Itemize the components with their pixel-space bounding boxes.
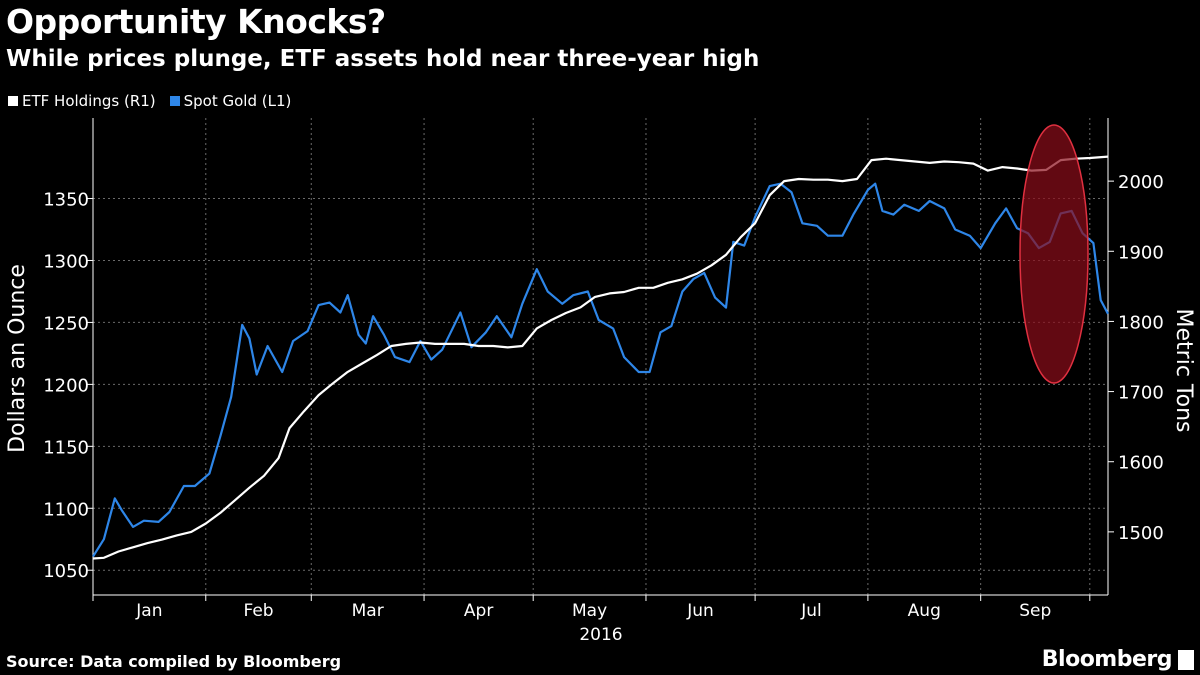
x-tick-label: Jul [800, 601, 822, 621]
left-axis-title: Dollars an Ounce [5, 264, 30, 453]
series-line-spot-gold [92, 182, 1109, 558]
right-tick-label: 1800 [1118, 312, 1164, 333]
chart-subtitle: While prices plunge, ETF assets hold nea… [6, 46, 760, 72]
x-tick-label: Apr [464, 601, 493, 621]
legend: ETF Holdings (R1) Spot Gold (L1) [8, 92, 291, 110]
right-tick-label: 2000 [1118, 172, 1164, 193]
left-tick-label: 1350 [43, 190, 89, 211]
left-tick-label: 1150 [43, 437, 89, 458]
x-tick-label: Feb [243, 601, 273, 621]
legend-item-gold: Spot Gold (L1) [169, 92, 292, 110]
legend-swatch-etf [8, 96, 18, 106]
highlight-ellipse [1019, 124, 1089, 384]
bloomberg-logo: Bloomberg [1041, 647, 1173, 672]
x-tick-label: Aug [908, 601, 941, 621]
source-note: Source: Data compiled by Bloomberg [6, 652, 342, 671]
legend-swatch-gold [169, 96, 180, 106]
x-axis-label: 2016 [579, 625, 622, 645]
x-tick-label: May [572, 601, 607, 621]
left-tick-label: 1300 [43, 251, 89, 272]
chart-title: Opportunity Knocks? [6, 2, 386, 41]
left-tick-label: 1250 [43, 313, 89, 334]
legend-label-etf: ETF Holdings (R1) [22, 92, 156, 110]
right-axis-title: Metric Tons [1171, 309, 1196, 433]
x-tick-label: Mar [352, 601, 384, 621]
left-tick-label: 1200 [43, 375, 89, 396]
right-tick-label: 1600 [1118, 453, 1164, 474]
right-tick-label: 1500 [1118, 523, 1164, 544]
left-tick-label: 1050 [43, 561, 89, 582]
legend-label-gold: Spot Gold (L1) [183, 92, 292, 110]
bloomberg-logo-icon [1178, 650, 1194, 670]
x-tick-label: Jun [686, 601, 714, 621]
x-tick-label: Sep [1019, 601, 1051, 621]
x-tick-label: Jan [135, 601, 162, 621]
right-tick-label: 1700 [1118, 383, 1164, 404]
left-tick-label: 1100 [43, 499, 89, 520]
series-line-etf-holdings [92, 155, 1109, 560]
legend-item-etf: ETF Holdings (R1) [8, 92, 156, 110]
right-tick-label: 1900 [1118, 242, 1164, 263]
